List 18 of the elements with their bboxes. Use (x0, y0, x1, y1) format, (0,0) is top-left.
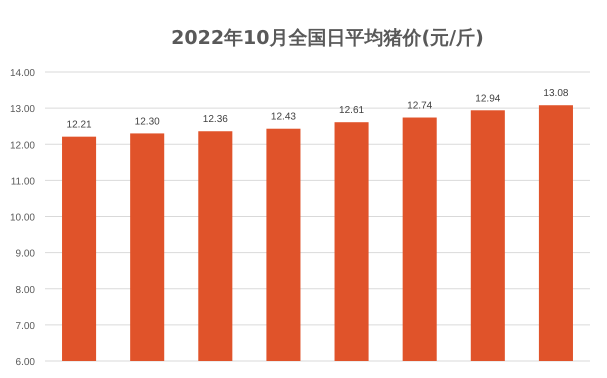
data-label: 12.61 (339, 105, 365, 116)
data-label: 12.94 (475, 93, 501, 104)
y-tick-label: 8.00 (16, 284, 36, 296)
y-tick-label: 10.00 (10, 212, 36, 224)
data-label: 12.74 (407, 100, 433, 112)
y-tick-label: 9.00 (16, 248, 36, 260)
data-label: 12.43 (270, 112, 296, 123)
data-label: 12.36 (202, 114, 228, 126)
y-tick-label: 14.00 (10, 68, 36, 79)
data-label: 13.08 (543, 88, 569, 100)
y-tick-label: 7.00 (16, 320, 36, 332)
y-tick-label: 11.00 (10, 176, 36, 188)
title: 2022年10月全国日平均猪价(元/斤) (171, 27, 484, 49)
y-tick-label: 13.00 (10, 104, 36, 116)
y-tick-label: 6.00 (16, 357, 36, 368)
data-label: 12.30 (134, 116, 160, 128)
data-label: 12.21 (66, 120, 92, 131)
y-tick-label: 12.00 (10, 140, 36, 152)
